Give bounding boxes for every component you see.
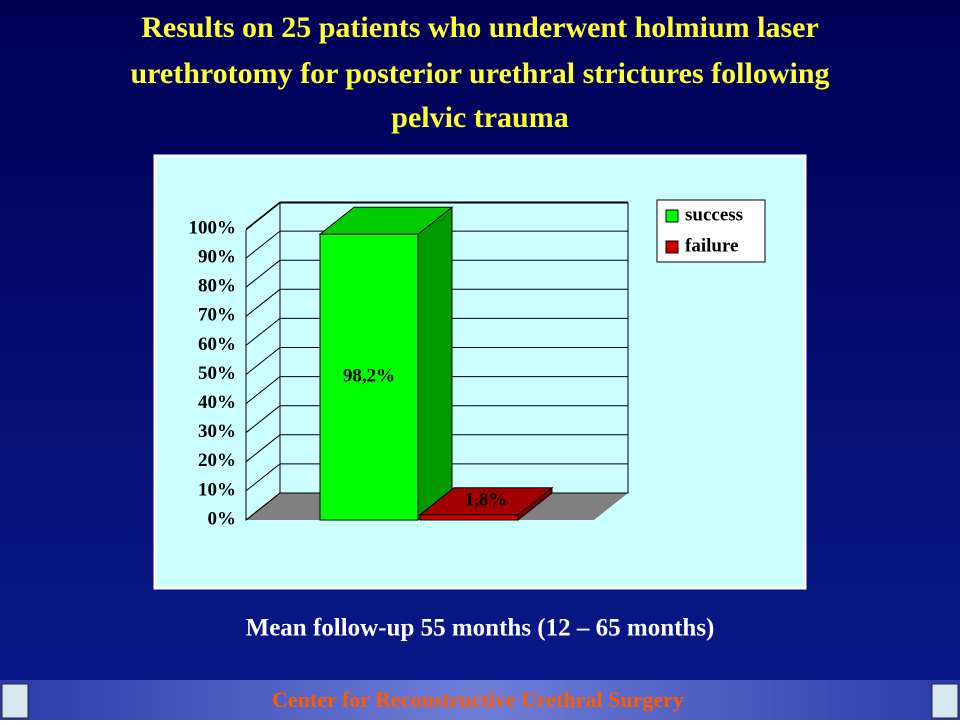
legend-label: success [685,204,743,225]
grid-line-side [245,318,281,346]
grid-line-side [245,376,281,404]
note: Mean follow-up 55 months (12 – 65 months… [246,615,715,642]
logo-right [931,683,959,719]
y-tick-label: 10% [198,479,236,500]
logo-left [1,683,29,719]
bar-side [417,206,453,522]
legend-swatch [665,209,679,223]
y-tick-label: 0% [208,508,237,529]
grid-line-side [245,288,281,317]
y-tick-label: 30% [198,421,236,442]
y-tick-label: 40% [198,392,236,413]
grid-line-side [245,259,281,288]
y-tick-label: 70% [198,305,236,326]
data-label: 1,8% [465,490,508,511]
grid-line-side [245,405,281,434]
footer: Center for Reconstructive Urethral Surge… [272,687,684,712]
grid-line-side [245,347,281,375]
y-tick-label: 50% [198,363,236,384]
legend-items: success failure [665,204,743,256]
title-line-2: urethrotomy for posterior urethral stric… [130,57,829,90]
y-tick-label: 90% [198,246,236,267]
y-tick-label: 60% [198,334,236,355]
grid-line-side [245,230,281,259]
title-line-1: Results on 25 patients who underwent hol… [141,11,819,44]
y-tick-label: 100% [189,217,237,238]
grid-line-side [245,492,281,521]
y-tick-label: 80% [198,276,236,297]
footer-bar [0,680,960,720]
grid-line-side [245,201,281,230]
legend-swatch [665,240,679,254]
data-label: 98,2% [343,365,395,386]
grid-line-side [245,463,281,492]
plot: 0% 10% 20% 30% 40% 50% 60% 70% 80% 90% 100% 98,2% 1,… [189,201,628,529]
title-line-3: pelvic trauma [391,101,568,134]
bar [419,514,519,521]
legend-label: failure [685,235,738,256]
y-tick-label: 20% [198,450,236,471]
bar [319,233,419,521]
grid-line-side [245,434,281,463]
